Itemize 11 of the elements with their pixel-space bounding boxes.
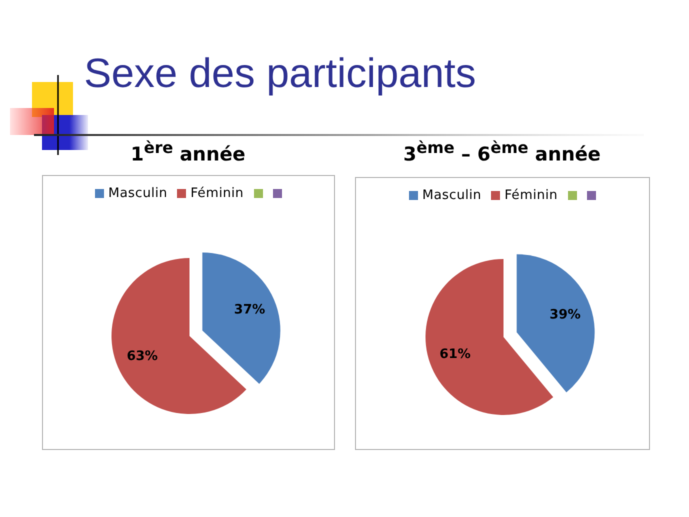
legend-label: Masculin (108, 186, 168, 201)
legend-label: Masculin (422, 188, 482, 203)
data-label: 61% (440, 346, 471, 362)
chart-subtitle: 3$^{ème}$ – 6$^{ème}$ année (402, 137, 602, 168)
data-label: 39% (550, 307, 581, 322)
data-label: 63% (126, 348, 158, 364)
legend-label: Féminin (504, 188, 558, 203)
data-label: 37% (234, 302, 266, 318)
chart-subtitle: 1$^{ère}$ année (130, 137, 246, 168)
chart-title: Sexe des participants (84, 49, 476, 98)
legend-label: Féminin (190, 186, 244, 201)
